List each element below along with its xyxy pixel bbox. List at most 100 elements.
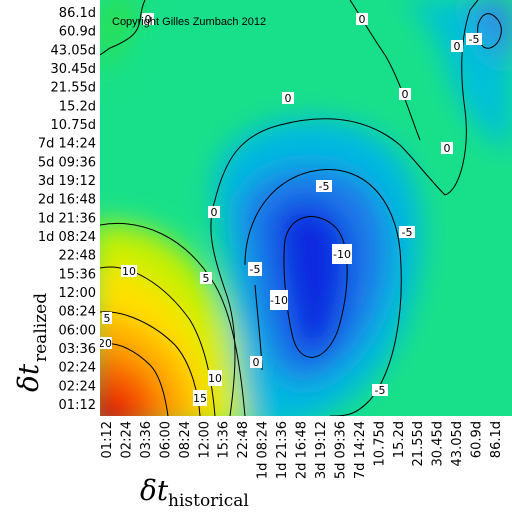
svg-text:10: 10 — [122, 265, 136, 278]
x-tick-label: 06:00 — [158, 421, 173, 458]
x-tick-label: 7d 14:24 — [353, 421, 368, 479]
y-tick-label: 08:24 — [59, 305, 96, 320]
y-tick-label: 60.9d — [59, 25, 96, 40]
svg-text:0: 0 — [253, 356, 260, 369]
x-tick-label: 21.55d — [411, 421, 426, 466]
x-tick-label: 12:00 — [197, 421, 212, 458]
y-tick-label: 03:36 — [59, 342, 96, 357]
svg-text:-10: -10 — [270, 294, 288, 307]
svg-text:-10: -10 — [333, 248, 351, 261]
y-tick-label: 1d 08:24 — [38, 230, 96, 245]
y-tick-label: 5d 09:36 — [38, 155, 96, 170]
x-tick-label: 3d 19:12 — [314, 421, 329, 479]
copyright-note: Copyright Gilles Zumbach 2012 — [112, 16, 266, 28]
contour-label: 20 — [98, 337, 112, 350]
contour-label: 0 — [399, 88, 411, 101]
svg-text:5: 5 — [203, 272, 210, 285]
x-tick-label: 03:36 — [139, 421, 154, 458]
svg-text:0: 0 — [359, 13, 366, 26]
cool-top-right-core — [470, 0, 512, 60]
contour-label: -5 — [248, 262, 262, 276]
y-tick-label: 06:00 — [59, 323, 96, 338]
y-tick-label: 2d 16:48 — [38, 193, 96, 208]
x-tick-label: 1d 21:36 — [275, 421, 290, 479]
y-tick-label: 3d 19:12 — [38, 174, 96, 189]
contour-label: 10 — [121, 265, 137, 278]
svg-text:-5: -5 — [319, 180, 330, 193]
contour-label: -10 — [332, 244, 352, 264]
contour-label: -5 — [399, 226, 415, 239]
x-axis-title-sub: historical — [168, 491, 249, 511]
x-tick-label: 60.9d — [470, 421, 485, 458]
contour-label: 5 — [200, 272, 212, 285]
svg-text:0: 0 — [145, 13, 152, 26]
x-tick-label: 43.05d — [450, 421, 465, 466]
y-tick-label: 43.05d — [51, 43, 96, 58]
y-axis-title: δt realized — [12, 293, 51, 392]
y-tick-label: 21.55d — [51, 81, 96, 96]
x-tick-label: 01:12 — [100, 421, 115, 458]
contour-label: 0 — [250, 356, 262, 369]
svg-text:0: 0 — [454, 40, 461, 53]
svg-text:0: 0 — [444, 142, 451, 155]
y-tick-label: 10.75d — [51, 118, 96, 133]
warm-region-25 — [100, 385, 138, 416]
contour-label: 0 — [356, 13, 368, 26]
y-tick-label: 1d 21:36 — [38, 211, 96, 226]
svg-text:0: 0 — [211, 206, 218, 219]
y-tick-label: 30.45d — [51, 62, 96, 77]
x-tick-label: 5d 09:36 — [333, 421, 348, 479]
x-tick-label: 08:24 — [178, 421, 193, 458]
y-tick-label: 02:24 — [59, 379, 96, 394]
x-tick-label: 15:36 — [217, 421, 232, 458]
svg-text:0: 0 — [285, 92, 292, 105]
y-tick-label: 7d 14:24 — [38, 137, 96, 152]
heatmap-area: 10 5 20 5 10 15 0 0 0 0 0 0 0 0 -5 -5 -5… — [98, 0, 512, 416]
contour-label: -5 — [316, 180, 332, 193]
svg-text:20: 20 — [98, 337, 112, 350]
y-tick-label: 01:12 — [59, 398, 96, 413]
y-tick-label: 15:36 — [59, 267, 96, 282]
svg-text:15: 15 — [193, 392, 207, 405]
svg-text:5: 5 — [104, 312, 111, 325]
svg-text:0: 0 — [402, 88, 409, 101]
contour-label: -5 — [372, 384, 388, 397]
x-tick-label: 1d 08:24 — [256, 421, 271, 479]
contour-label: 0 — [208, 206, 220, 219]
x-tick-label: 02:24 — [119, 421, 134, 458]
y-tick-label: 02:24 — [59, 361, 96, 376]
y-axis-title-main: δt — [12, 363, 45, 392]
svg-text:-5: -5 — [250, 263, 261, 276]
contour-label: 0 — [282, 92, 294, 105]
y-axis-title-sub: realized — [31, 293, 51, 362]
contour-label: -10 — [270, 290, 288, 310]
contour-labels: 10 5 20 5 10 15 0 0 0 0 0 0 0 0 -5 -5 -5… — [98, 13, 482, 406]
svg-text:10: 10 — [208, 372, 222, 385]
contour-label: 0 — [441, 142, 453, 155]
contour-0-main — [100, 0, 479, 416]
y-tick-label: 12:00 — [59, 286, 96, 301]
x-tick-label: 10.75d — [372, 421, 387, 466]
svg-text:-5: -5 — [469, 33, 480, 46]
top-green-region — [100, 0, 140, 80]
y-tick-label: 15.2d — [59, 99, 96, 114]
cool-top-right — [400, 0, 512, 150]
x-tick-label: 22:48 — [236, 421, 251, 458]
svg-text:-5: -5 — [375, 384, 386, 397]
x-axis-title: δt historical — [140, 474, 249, 511]
svg-text:-5: -5 — [402, 226, 413, 239]
contour-label: 5 — [102, 312, 112, 325]
contour-5 — [100, 223, 246, 416]
x-tick-label: 30.45d — [431, 421, 446, 466]
cool-region-10 — [275, 203, 349, 355]
x-tick-label: 86.1d — [489, 421, 504, 458]
contour-label: 10 — [208, 370, 222, 386]
y-tick-label: 86.1d — [59, 6, 96, 21]
y-tick-labels: 01:12 02:24 02:24 03:36 06:00 08:24 12:00 15:36… — [38, 6, 96, 413]
y-tick-label: 22:48 — [59, 249, 96, 264]
x-tick-labels: 01:12 02:24 03:36 06:00 08:24 12:00 15:36 22:48… — [100, 421, 504, 479]
contour-label: 0 — [451, 40, 463, 53]
x-tick-label: 15.2d — [392, 421, 407, 458]
x-tick-label: 2d 16:48 — [295, 421, 310, 479]
